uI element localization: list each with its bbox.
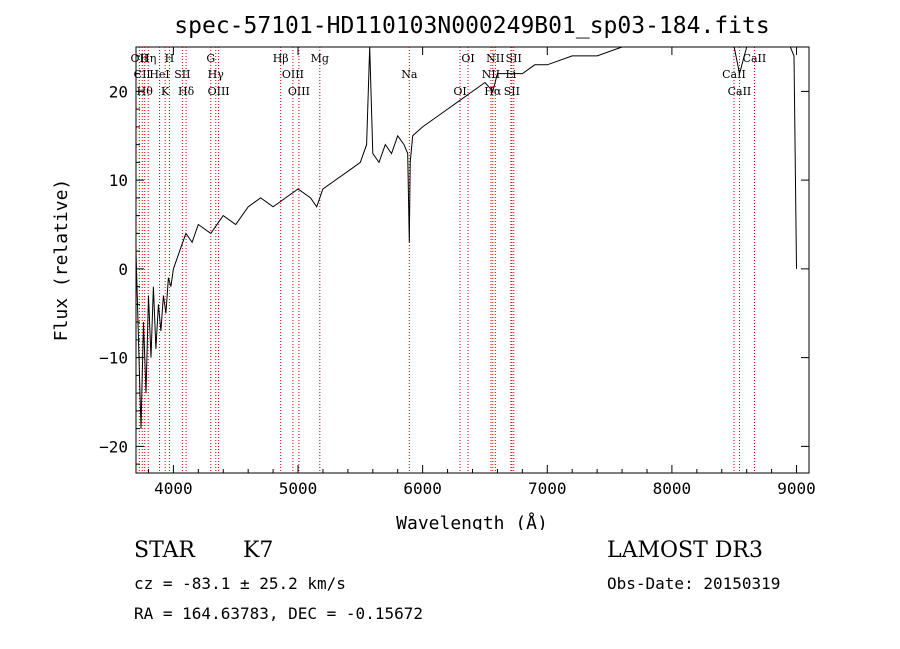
line-marker-label: CaII <box>743 52 767 65</box>
spectral-subclass: K7 <box>243 538 274 563</box>
object-class: STAR <box>134 538 195 563</box>
spectral-line-markers <box>138 47 755 473</box>
x-tick-label: 8000 <box>653 479 692 498</box>
y-tick-label: −10 <box>99 349 128 368</box>
y-tick-label: −20 <box>99 437 128 456</box>
line-marker-label: Hη <box>140 52 156 65</box>
line-marker-label: Hβ <box>273 52 289 65</box>
y-tick-label: 0 <box>118 260 128 279</box>
line-marker-label: HeI <box>149 68 169 81</box>
x-tick-label: 4000 <box>154 479 193 498</box>
y-tick-label: 20 <box>109 82 128 101</box>
y-axis-label: Flux (relative) <box>51 179 72 342</box>
coordinates-readout: RA = 164.63783, DEC = -0.15672 <box>134 604 423 623</box>
chart-title: spec-57101-HD110103N000249B01_sp03-184.f… <box>174 13 769 39</box>
line-marker-label: CII <box>134 68 151 81</box>
line-marker-label: SII <box>506 52 522 65</box>
line-marker-label: H <box>165 52 175 65</box>
y-tick-label: 10 <box>109 171 128 190</box>
line-marker-label: Hδ <box>178 85 195 98</box>
line-marker-label: OIII <box>282 68 304 81</box>
x-tick-label: 7000 <box>528 479 567 498</box>
y-axis-ticks: −20 −10 0 10 20 <box>99 55 809 465</box>
plot-frame <box>135 46 810 474</box>
x-tick-label: 6000 <box>403 479 442 498</box>
line-marker-label: Mg <box>311 52 329 65</box>
line-marker-label: CaII <box>722 68 746 81</box>
line-marker-label: OIII <box>208 85 230 98</box>
x-tick-label: 5000 <box>279 479 318 498</box>
line-marker-label: OII <box>131 52 149 65</box>
spectrum-chart: spec-57101-HD110103N000249B01_sp03-184.f… <box>51 13 816 530</box>
line-marker-label: OI <box>453 85 466 98</box>
line-marker-label: Li <box>505 68 516 81</box>
line-marker-label: OIII <box>288 85 310 98</box>
x-axis-label: Wavelength (Å) <box>396 512 548 530</box>
line-marker-label: Hγ <box>208 68 225 81</box>
line-marker-label: OI <box>461 52 474 65</box>
line-marker-label: Na <box>401 68 418 81</box>
line-marker-label: NII <box>486 52 504 65</box>
x-axis-ticks: 4000 5000 6000 7000 8000 9000 <box>147 47 816 498</box>
line-marker-label: NII <box>482 68 500 81</box>
line-marker-label: CaII <box>728 85 752 98</box>
spectrum-line <box>135 46 797 429</box>
line-marker-label: SII <box>174 68 190 81</box>
line-marker-label: SII <box>504 85 520 98</box>
x-tick-label: 9000 <box>777 479 816 498</box>
redshift-readout: cz = -83.1 ± 25.2 km/s <box>134 574 346 593</box>
spectral-line-labels: OII CII Hθ Hη HeI K H SII Hδ G Hγ OIII Hβ OIII OIII Mg N… <box>131 52 767 98</box>
line-marker-label: K <box>161 85 170 98</box>
survey-name: LAMOST DR3 <box>607 538 763 563</box>
line-marker-label: G <box>206 52 215 65</box>
observation-date: Obs-Date: 20150319 <box>607 574 781 593</box>
line-marker-label: Hθ <box>137 85 154 98</box>
